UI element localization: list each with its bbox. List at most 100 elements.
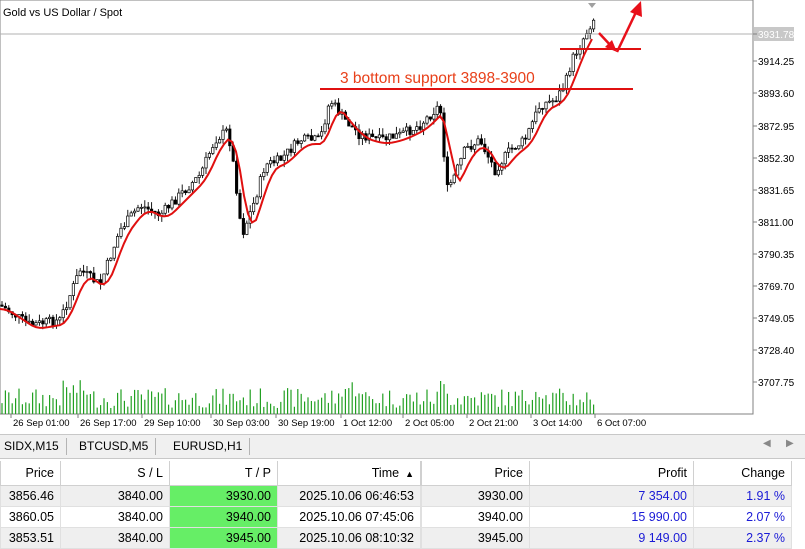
candle-body: [126, 215, 130, 228]
cell-take-profit[interactable]: 3940.00: [169, 506, 278, 528]
candle-body: [61, 309, 65, 319]
table-row[interactable]: 3860.05 3840.00 3940.00 2025.10.06 07:45…: [0, 506, 792, 528]
tab-btcusd-m5[interactable]: BTCUSD,M5: [72, 438, 157, 455]
candle-body: [48, 316, 52, 320]
sort-ascending-icon: ▲: [405, 469, 414, 479]
chart-tabs-bar: SIDX,M15 BTCUSD,M5 EURUSD,H1 ◀ ▶: [0, 434, 805, 459]
candle-body: [490, 156, 494, 163]
candle-body: [119, 227, 123, 237]
candle-body: [435, 105, 439, 115]
table-header-row: Price S / L T / P Time ▲ Price Profit Cha…: [0, 461, 792, 486]
candle-body: [568, 71, 572, 76]
candle-body: [82, 270, 86, 273]
candle-body: [411, 129, 415, 135]
col-time[interactable]: Time ▲: [277, 461, 421, 486]
candle-body: [58, 317, 62, 321]
cell-take-profit[interactable]: 3930.00: [169, 485, 278, 507]
candle-body: [588, 28, 592, 34]
candle-body: [139, 206, 143, 209]
tab-eurusd-h1[interactable]: EURUSD,H1: [166, 438, 251, 455]
col-stop-loss[interactable]: S / L: [60, 461, 170, 486]
price-tick-label: 3790.35: [758, 250, 795, 261]
candle-body: [507, 147, 511, 153]
candle-body: [92, 272, 96, 283]
candle-body: [564, 74, 568, 91]
chart-shift-marker[interactable]: [588, 3, 596, 8]
candle-body: [41, 320, 45, 325]
candle-body: [371, 133, 375, 137]
time-tick-label: 26 Sep 17:00: [80, 418, 137, 429]
candle-body: [554, 100, 558, 103]
candle-body: [88, 271, 92, 274]
tab-sidx-m15[interactable]: SIDX,M15: [0, 438, 67, 455]
price-tick-label: 3893.60: [758, 89, 795, 100]
candle-body: [292, 140, 296, 153]
candle-body: [20, 314, 24, 317]
candle-body: [306, 134, 310, 137]
time-tick-label: 29 Sep 10:00: [144, 418, 201, 429]
candle-body: [320, 131, 324, 137]
price-tick-label: 3811.00: [758, 218, 794, 229]
time-tick-label: 3 Oct 14:00: [533, 418, 582, 429]
cell-profit: 7 354.00: [529, 485, 694, 507]
candle-body: [207, 153, 211, 158]
candle-body: [408, 126, 412, 135]
candlesticks: [0, 18, 596, 330]
time-tick-label: 30 Sep 19:00: [278, 418, 335, 429]
col-price-current[interactable]: Price: [421, 461, 530, 486]
candle-body: [309, 135, 313, 141]
candle-body: [146, 206, 150, 210]
candle-body: [534, 111, 538, 123]
candle-body: [296, 140, 300, 144]
candle-body: [575, 53, 579, 56]
cell-profit: 15 990.00: [529, 506, 694, 528]
candle-body: [3, 305, 7, 309]
candle-body: [405, 126, 409, 132]
candle-body: [65, 307, 69, 311]
cell-take-profit[interactable]: 3945.00: [169, 527, 278, 549]
cell-time: 2025.10.06 07:45:06: [277, 506, 421, 528]
candle-body: [245, 222, 249, 235]
candle-body: [469, 146, 473, 150]
cell-stop-loss[interactable]: 3840.00: [60, 506, 170, 528]
price-chart[interactable]: 3 bottom support 3898-3900 Gold vs US Do…: [0, 0, 805, 432]
price-tick-label: 3707.75: [758, 378, 795, 389]
tabs-scroll-left-icon[interactable]: ◀: [763, 438, 771, 449]
time-tick-label: 2 Oct 21:00: [469, 418, 518, 429]
candle-body: [422, 122, 426, 130]
col-take-profit[interactable]: T / P: [169, 461, 278, 486]
candle-body: [252, 202, 256, 213]
candle-body: [330, 103, 334, 107]
candle-body: [428, 116, 432, 120]
candle-body: [479, 138, 483, 145]
cell-change: 2.37 %: [693, 527, 792, 549]
col-price-open[interactable]: Price: [0, 461, 61, 486]
cell-stop-loss[interactable]: 3840.00: [60, 527, 170, 549]
table-row[interactable]: 3856.46 3840.00 3930.00 2025.10.06 06:46…: [0, 485, 792, 507]
time-axis[interactable]: 26 Sep 01:00 26 Sep 17:00 29 Sep 10:00 30 S…: [10, 414, 646, 429]
chart-canvas[interactable]: 3 bottom support 3898-3900 Gold vs US Do…: [0, 0, 805, 432]
candle-body: [194, 177, 198, 183]
candle-body: [442, 112, 446, 158]
cell-open-price: 3856.46: [0, 485, 61, 507]
tabs-scroll-right-icon[interactable]: ▶: [786, 438, 794, 449]
candle-body: [235, 160, 239, 194]
cell-stop-loss[interactable]: 3840.00: [60, 485, 170, 507]
price-axis[interactable]: 3931.78 3914.25 3893.60 3872.95 3852.30 3831.…: [753, 30, 795, 389]
candle-body: [466, 146, 470, 148]
candle-body: [350, 125, 354, 128]
time-tick-label: 6 Oct 07:00: [597, 418, 646, 429]
candle-body: [323, 123, 327, 133]
price-tick-label: 3914.25: [758, 57, 795, 68]
col-change[interactable]: Change: [693, 461, 792, 486]
candle-body: [547, 100, 551, 103]
col-profit[interactable]: Profit: [529, 461, 694, 486]
trade-table: Price S / L T / P Time ▲ Price Profit Cha…: [0, 461, 792, 549]
candle-body: [129, 212, 133, 217]
candle-body: [269, 160, 273, 165]
candle-body: [170, 199, 174, 209]
candle-body: [384, 136, 388, 141]
cell-change: 1.91 %: [693, 485, 792, 507]
table-row[interactable]: 3853.51 3840.00 3945.00 2025.10.06 08:10…: [0, 527, 792, 549]
candle-body: [109, 257, 113, 261]
